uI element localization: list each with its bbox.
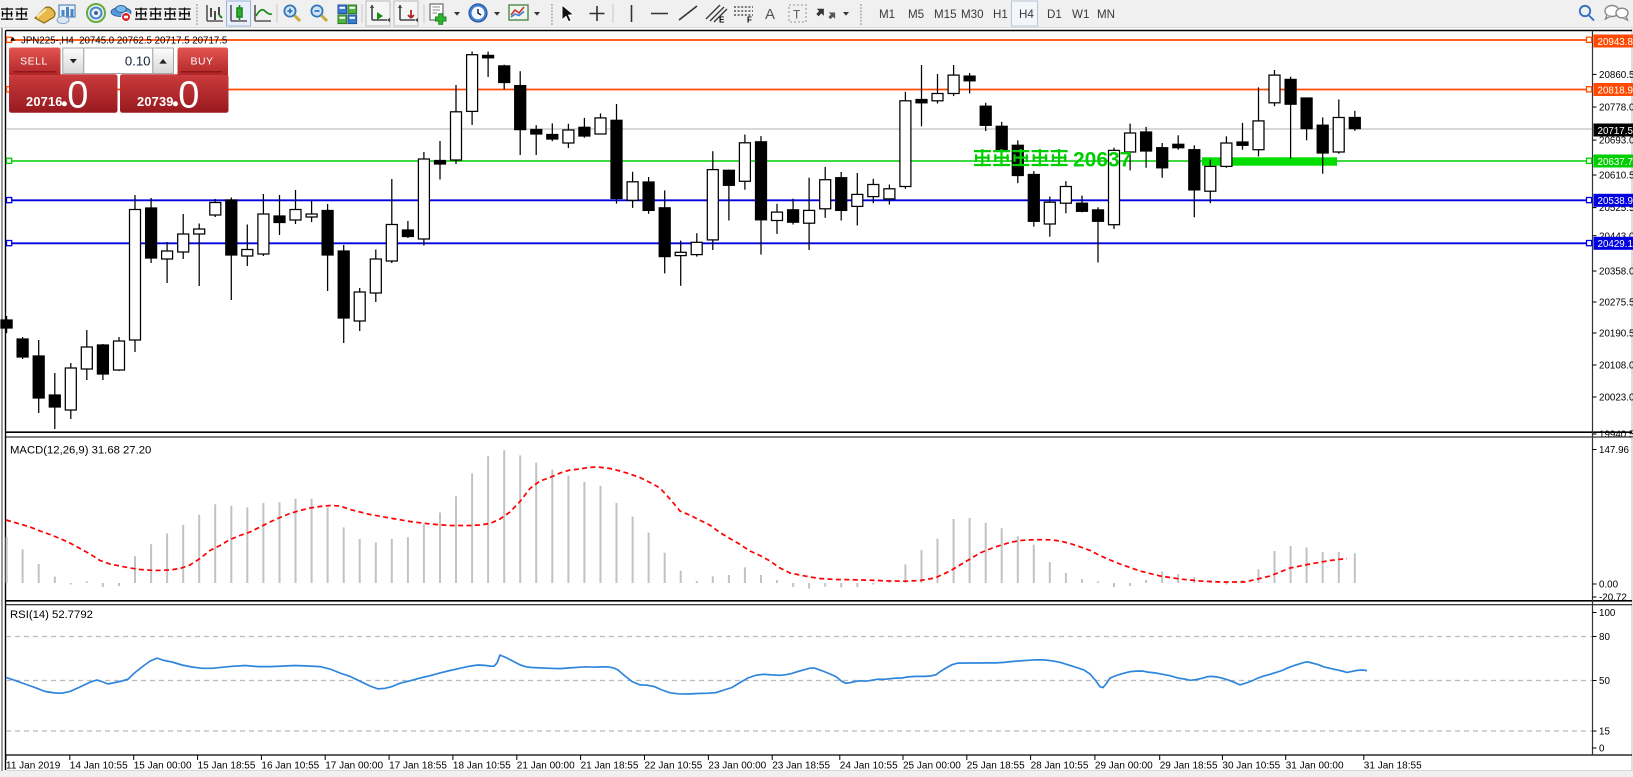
- svg-text:17 Jan 18:55: 17 Jan 18:55: [389, 761, 447, 772]
- svg-text:RSI(14) 52.7792: RSI(14) 52.7792: [10, 609, 93, 621]
- svg-text:15 Jan 18:55: 15 Jan 18:55: [198, 761, 256, 772]
- svg-text:20275.5: 20275.5: [1599, 298, 1633, 309]
- svg-text:F: F: [747, 16, 752, 25]
- svg-text:11 Jan 2019: 11 Jan 2019: [6, 761, 61, 772]
- svg-text:0.00: 0.00: [1599, 580, 1619, 591]
- svg-text:MACD(12,26,9) 31.68 27.20: MACD(12,26,9) 31.68 27.20: [10, 445, 151, 457]
- svg-text:147.96: 147.96: [1599, 445, 1630, 456]
- svg-text:25 Jan 00:00: 25 Jan 00:00: [903, 761, 961, 772]
- svg-text:17 Jan 00:00: 17 Jan 00:00: [325, 761, 383, 772]
- svg-text:20023.0: 20023.0: [1599, 393, 1633, 404]
- svg-text:H1: H1: [993, 8, 1008, 21]
- svg-text:20190.5: 20190.5: [1599, 329, 1633, 340]
- svg-text:23 Jan 00:00: 23 Jan 00:00: [708, 761, 766, 772]
- svg-text:15: 15: [1599, 727, 1610, 738]
- svg-text:T: T: [793, 8, 801, 22]
- svg-text:30 Jan 10:55: 30 Jan 10:55: [1222, 761, 1280, 772]
- svg-text:0: 0: [67, 75, 88, 117]
- svg-text:25 Jan 18:55: 25 Jan 18:55: [967, 761, 1025, 772]
- svg-text:29 Jan 00:00: 29 Jan 00:00: [1095, 761, 1153, 772]
- svg-text:0: 0: [1599, 744, 1605, 755]
- svg-text:D1: D1: [1047, 8, 1062, 21]
- svg-text:W1: W1: [1072, 8, 1089, 21]
- svg-text:29 Jan 18:55: 29 Jan 18:55: [1160, 761, 1218, 772]
- svg-text:20525.5: 20525.5: [1599, 203, 1633, 214]
- svg-text:20716: 20716: [26, 94, 63, 109]
- svg-text:21 Jan 00:00: 21 Jan 00:00: [517, 761, 575, 772]
- svg-text:20108.0: 20108.0: [1599, 361, 1633, 372]
- svg-text:23 Jan 18:55: 23 Jan 18:55: [772, 761, 830, 772]
- svg-text:19940.5: 19940.5: [1599, 430, 1633, 441]
- svg-text:0.10: 0.10: [125, 54, 151, 69]
- svg-text:20637: 20637: [1073, 149, 1131, 172]
- svg-text:M30: M30: [961, 8, 984, 21]
- svg-text:20778.0: 20778.0: [1599, 103, 1633, 114]
- svg-text:H4: H4: [1019, 8, 1034, 21]
- svg-text:A: A: [765, 6, 775, 23]
- svg-text:50: 50: [1599, 676, 1610, 687]
- svg-text:M5: M5: [908, 8, 924, 21]
- svg-text:31 Jan 00:00: 31 Jan 00:00: [1286, 761, 1344, 772]
- svg-text:22 Jan 10:55: 22 Jan 10:55: [645, 761, 703, 772]
- svg-text:20943.8: 20943.8: [1598, 37, 1633, 48]
- svg-text:18 Jan 10:55: 18 Jan 10:55: [453, 761, 511, 772]
- svg-text:MN: MN: [1097, 8, 1115, 21]
- svg-text:80: 80: [1599, 632, 1610, 643]
- svg-text:14 Jan 10:55: 14 Jan 10:55: [70, 761, 128, 772]
- svg-text:-20.72: -20.72: [1599, 593, 1627, 604]
- svg-text:SELL: SELL: [20, 56, 48, 68]
- svg-text:20538.9: 20538.9: [1598, 196, 1633, 207]
- svg-text:100: 100: [1599, 608, 1616, 619]
- svg-text:15 Jan 00:00: 15 Jan 00:00: [134, 761, 192, 772]
- svg-text:BUY: BUY: [190, 56, 213, 68]
- svg-text:20358.0: 20358.0: [1599, 267, 1633, 278]
- svg-text:31 Jan 18:55: 31 Jan 18:55: [1364, 761, 1422, 772]
- svg-text:21 Jan 18:55: 21 Jan 18:55: [581, 761, 639, 772]
- svg-text:20717.5: 20717.5: [1598, 126, 1633, 137]
- svg-text:20860.5: 20860.5: [1599, 70, 1633, 81]
- svg-text:20693.0: 20693.0: [1599, 136, 1633, 147]
- svg-text:20739: 20739: [137, 94, 174, 109]
- svg-text:JPN225-,H4 20745.0 20762.5 20: JPN225-,H4 20745.0 20762.5 20717.5 20717…: [21, 36, 227, 47]
- svg-text:E: E: [719, 16, 725, 25]
- svg-text:16 Jan 10:55: 16 Jan 10:55: [261, 761, 319, 772]
- svg-text:M1: M1: [879, 8, 895, 21]
- svg-text:20429.1: 20429.1: [1598, 239, 1633, 250]
- svg-text:0: 0: [178, 75, 199, 117]
- svg-text:20610.5: 20610.5: [1599, 171, 1633, 182]
- svg-text:28 Jan 10:55: 28 Jan 10:55: [1031, 761, 1089, 772]
- svg-text:M15: M15: [934, 8, 957, 21]
- svg-text:20818.9: 20818.9: [1598, 85, 1633, 96]
- svg-text:20637.7: 20637.7: [1598, 157, 1633, 168]
- svg-text:24 Jan 10:55: 24 Jan 10:55: [840, 761, 898, 772]
